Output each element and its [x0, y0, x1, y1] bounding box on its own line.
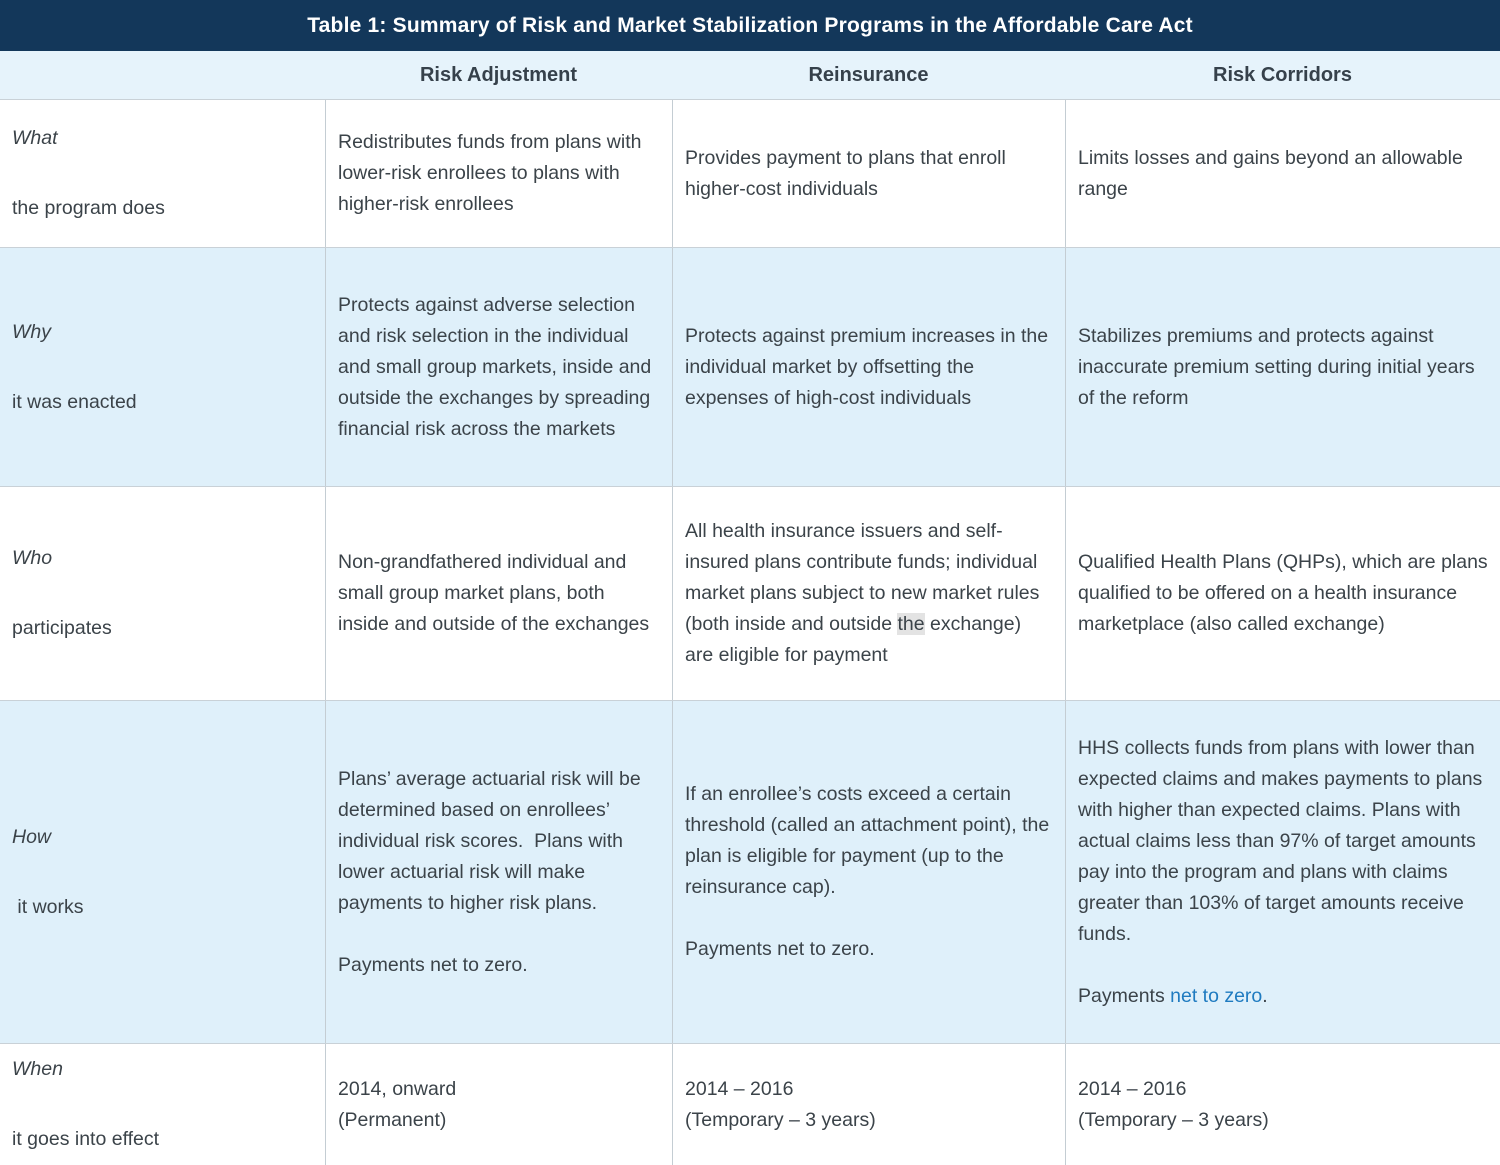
cell-text: Stabilizes premiums and protects against…: [1078, 324, 1481, 409]
row-label-word: When: [12, 1058, 63, 1080]
row-label-what: What the program does: [0, 100, 325, 247]
cell-text: All health insurance issuers and self-in…: [685, 516, 1053, 671]
row-label-desc: the program does: [12, 197, 165, 219]
column-header-risk-corridors: Risk Corridors: [1213, 63, 1352, 86]
cell-who-risk-corridors: Qualified Health Plans (QHPs), which are…: [1065, 487, 1500, 700]
table-title-bar: Table 1: Summary of Risk and Market Stab…: [0, 0, 1500, 51]
cell-text: Protects against adverse selection and r…: [338, 293, 657, 440]
cell-when-risk-corridors: 2014 – 2016 (Temporary – 3 years): [1065, 1044, 1500, 1165]
row-label-desc: it was enacted: [12, 390, 137, 413]
cell-what-risk-adjustment: Redistributes funds from plans with lowe…: [325, 100, 672, 247]
cell-text-before-highlight: All health insurance issuers and self-in…: [685, 520, 1045, 635]
cell-text: Non-grandfathered individual and small g…: [338, 551, 650, 635]
cell-text: Redistributes funds from plans with lowe…: [338, 131, 647, 215]
table-row-what: What the program does Redistributes fund…: [0, 99, 1500, 247]
cell-how-reinsurance: If an enrollee’s costs exceed a certain …: [672, 701, 1065, 1043]
duration: (Temporary – 3 years): [685, 1108, 876, 1131]
cell-what-reinsurance: Provides payment to plans that enroll hi…: [672, 100, 1065, 247]
cell-why-risk-adjustment: Protects against adverse selection and r…: [325, 248, 672, 486]
row-label-how: How it works: [0, 701, 325, 1043]
cell-text: Qualified Health Plans (QHPs), which are…: [1078, 551, 1494, 635]
cell-what-risk-corridors: Limits losses and gains beyond an allowa…: [1065, 100, 1500, 247]
cell-text-after-highlight: exchange) are eligible for payment: [685, 613, 1027, 666]
column-header-row: Risk Adjustment Reinsurance Risk Corrido…: [0, 51, 1500, 99]
cell-why-risk-corridors: Stabilizes premiums and protects against…: [1065, 248, 1500, 486]
row-label-word: Why: [12, 320, 51, 343]
table-title: Table 1: Summary of Risk and Market Stab…: [307, 13, 1193, 37]
row-label-word: How: [12, 825, 52, 848]
cell-how-risk-corridors: HHS collects funds from plans with lower…: [1065, 701, 1500, 1043]
row-label-word: Who: [12, 547, 53, 569]
row-label-desc: it goes into effect: [12, 1128, 160, 1150]
highlighted-word: the: [897, 613, 925, 635]
column-header-risk-adjustment: Risk Adjustment: [419, 63, 578, 86]
cell-why-reinsurance: Protects against premium increases in th…: [672, 248, 1065, 486]
column-header-reinsurance: Reinsurance: [808, 63, 929, 86]
table-row-how: How it works Plans’ average actuarial ri…: [0, 700, 1500, 1043]
effective-date: 2014 – 2016: [1078, 1077, 1187, 1100]
cell-paragraph-1: Plans’ average actuarial risk will be de…: [338, 767, 647, 914]
effective-date: 2014, onward: [338, 1077, 457, 1100]
cell-paragraph-2: Payments net to zero.: [1078, 981, 1488, 1012]
table-row-why: Why it was enacted Protects against adve…: [0, 247, 1500, 486]
cell-paragraph-1: HHS collects funds from plans with lower…: [1078, 736, 1488, 945]
table-row-when: When it goes into effect 2014, onward (P…: [0, 1043, 1500, 1165]
row-label-desc: it works: [12, 895, 84, 918]
cell-paragraph-2: Payments net to zero.: [338, 953, 528, 976]
effective-date: 2014 – 2016: [685, 1077, 794, 1100]
cell-text: Provides payment to plans that enroll hi…: [685, 146, 1012, 200]
row-label-desc: participates: [12, 617, 112, 639]
net-to-zero-link[interactable]: net to zero: [1170, 984, 1263, 1007]
period-text: .: [1262, 984, 1268, 1007]
row-label-why: Why it was enacted: [0, 248, 325, 486]
duration: (Permanent): [338, 1108, 447, 1131]
cell-who-risk-adjustment: Non-grandfathered individual and small g…: [325, 487, 672, 700]
cell-how-risk-adjustment: Plans’ average actuarial risk will be de…: [325, 701, 672, 1043]
row-label-when: When it goes into effect: [0, 1044, 325, 1165]
duration: (Temporary – 3 years): [1078, 1108, 1269, 1131]
cell-when-reinsurance: 2014 – 2016 (Temporary – 3 years): [672, 1044, 1065, 1165]
payments-text: Payments: [1078, 984, 1171, 1007]
row-label-word: What: [12, 127, 58, 149]
cell-text: Limits losses and gains beyond an allowa…: [1078, 146, 1469, 200]
row-label-who: Who participates: [0, 487, 325, 700]
cell-paragraph-2: Payments net to zero.: [685, 938, 875, 960]
cell-who-reinsurance: All health insurance issuers and self-in…: [672, 487, 1065, 700]
table-row-who: Who participates Non-grandfathered indiv…: [0, 486, 1500, 700]
cell-text: Protects against premium increases in th…: [685, 324, 1054, 409]
cell-paragraph-1: If an enrollee’s costs exceed a certain …: [685, 783, 1055, 898]
cell-when-risk-adjustment: 2014, onward (Permanent): [325, 1044, 672, 1165]
